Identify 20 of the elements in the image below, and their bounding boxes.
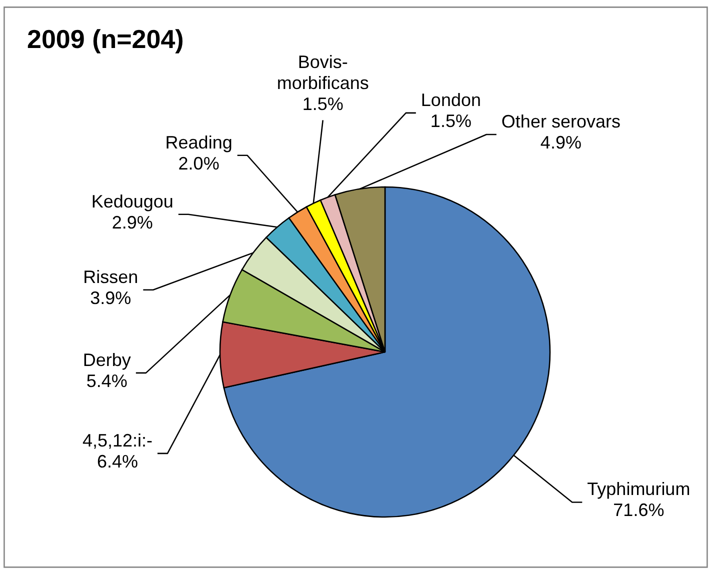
slice-label: 4,5,12:i:- — [82, 430, 152, 450]
slice-label: London — [420, 90, 481, 110]
slice-label: Derby — [82, 350, 131, 370]
data-label: 2.0% — [178, 153, 220, 174]
data-label: 71.6% — [613, 500, 664, 520]
slice-label: Other serovars — [501, 111, 620, 132]
data-label: 1.5% — [302, 94, 344, 114]
slice-label: Bovis-morbificans — [276, 52, 369, 94]
data-label: 6.4% — [96, 451, 138, 472]
data-label: 2.9% — [112, 212, 153, 232]
slice-label: Reading — [165, 132, 232, 152]
slice-label: Typhimurium — [587, 479, 690, 500]
slice-label: Kedougou — [91, 191, 174, 212]
data-label: 1.5% — [430, 110, 472, 131]
chart-title: 2009 (n=204) — [27, 24, 184, 54]
data-label: 3.9% — [90, 288, 132, 308]
slice-label: Rissen — [83, 266, 138, 287]
data-label: 5.4% — [86, 370, 128, 391]
pie-slice — [223, 186, 551, 518]
data-label: 4.9% — [540, 132, 582, 152]
